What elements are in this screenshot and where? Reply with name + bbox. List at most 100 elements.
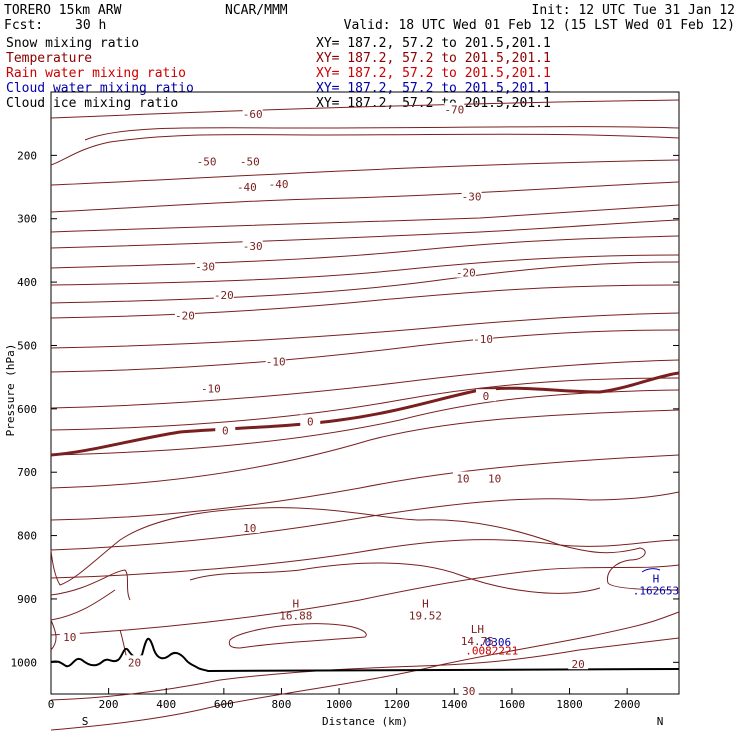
contour-label-bg (300, 414, 321, 427)
x-tick-label: 200 (99, 698, 119, 711)
y-tick-label: 500 (17, 339, 37, 352)
contour-label: 10 (456, 473, 469, 486)
zero-isotherm-line (50, 371, 680, 457)
y-axis-title: Pressure (hPa) (4, 344, 17, 437)
x-tick-label: 800 (272, 698, 292, 711)
y-tick-label: 400 (17, 276, 37, 289)
contour-label: -70 (444, 104, 464, 117)
contour-label: -30 (243, 240, 263, 253)
contour-label-bg (239, 154, 260, 167)
extremum-value: 14.75 (461, 635, 494, 648)
y-tick-label: 800 (17, 530, 37, 543)
extremum-type: LH (471, 623, 484, 636)
contour-label-bg (444, 102, 465, 115)
contour-label: -50 (240, 156, 260, 169)
contour-label-bg (452, 471, 473, 484)
isotherm-lines (50, 99, 680, 731)
y-tick-label: 1000 (11, 656, 38, 669)
x-axis-title: Distance (km) (322, 715, 408, 728)
x-tick-label: 1200 (383, 698, 410, 711)
init-time: Init: 12 UTC Tue 31 Jan 12 (532, 3, 736, 18)
x-tick-label: 1400 (441, 698, 468, 711)
extremum-type: H (293, 598, 300, 611)
contour-label-bg (475, 389, 496, 402)
legend: Snow mixing ratio XY= 187.2, 57.2 to 201.… (6, 36, 551, 111)
extremum-value: 19.52 (409, 610, 442, 623)
contour-label-bg (242, 238, 263, 251)
extremum-value: .162653 (633, 584, 679, 597)
contour-labels: -60 -70 -50 -50 -40 -40 -30 -30 -30 -20 -20 -20 -10 -… (59, 102, 589, 698)
contour-label: -50 (197, 156, 217, 169)
contour-label-bg (265, 354, 286, 367)
fcst-label: Fcst: (4, 18, 43, 33)
contour-label: -20 (214, 289, 234, 302)
contour-label: 10 (243, 522, 256, 535)
contour-label: -20 (456, 267, 476, 280)
extremum-value: .0306 (478, 636, 511, 649)
x-tick-label: 1600 (499, 698, 526, 711)
cloud-water-contour (641, 568, 661, 573)
contour-label: -40 (237, 181, 257, 194)
x-axis-right-end-label: N (657, 715, 664, 728)
legend-xy: XY= 187.2, 57.2 to 201.5,201.1 (316, 51, 551, 66)
axes: 0 200 400 600 800 1000 1200 1400 1600 1800 2000200… (11, 149, 679, 711)
model-title: TORERO 15km ARW (4, 3, 122, 18)
contour-label: 20 (128, 656, 141, 669)
valid-time: Valid: 18 UTC Wed 01 Feb 12 (15 LST Wed … (344, 18, 735, 33)
legend-xy: XY= 187.2, 57.2 to 201.5,201.1 (316, 36, 551, 51)
contour-label-bg (268, 176, 289, 189)
contour-label: -40 (269, 178, 289, 191)
contour-label: -30 (195, 260, 215, 273)
legend-xy: XY= 187.2, 57.2 to 201.5,201.1 (316, 66, 551, 81)
plot-frame (50, 91, 680, 695)
contour-label-bg (213, 287, 234, 300)
y-tick-label: 900 (17, 593, 37, 606)
contour-label: 20 (572, 658, 585, 671)
extremum-value: .0082221 (465, 644, 518, 657)
contour-label: 0 (483, 390, 490, 403)
contour-label: 0 (222, 424, 229, 437)
contour-label: -10 (201, 383, 221, 396)
x-tick-label: 1000 (326, 698, 353, 711)
contour-label-bg (195, 259, 216, 272)
contour-label: -60 (243, 108, 263, 121)
x-tick-label: 2000 (614, 698, 641, 711)
contour-label-bg (174, 308, 195, 321)
contour-label: -10 (266, 355, 286, 368)
contour-label: -30 (462, 191, 482, 204)
contour-label-bg (124, 655, 145, 668)
contour-label: 0 (307, 416, 314, 429)
contour-label-bg (461, 189, 482, 202)
contour-label-bg (200, 381, 221, 394)
legend-xy: XY= 187.2, 57.2 to 201.5,201.1 (316, 81, 551, 96)
contour-label: 10 (488, 473, 501, 486)
extremum-type: H (422, 598, 429, 611)
contour-label-bg (484, 471, 505, 484)
contour-label-bg (473, 332, 494, 345)
contour-label: -10 (473, 333, 493, 346)
contour-label-bg (59, 629, 80, 642)
contour-label-bg (239, 520, 260, 533)
contour-label-bg (236, 180, 257, 193)
center-title: NCAR/MMM (225, 3, 288, 18)
legend-name: Cloud ice mixing ratio (6, 96, 178, 111)
legend-xy: XY= 187.2, 57.2 to 201.5,201.1 (316, 96, 551, 111)
x-tick-label: 400 (156, 698, 176, 711)
contour-label: -20 (175, 310, 195, 323)
x-tick-label: 0 (48, 698, 55, 711)
contour-label-bg (458, 683, 479, 696)
contour-label: 30 (462, 685, 475, 698)
legend-name: Rain water mixing ratio (6, 66, 186, 81)
x-tick-label: 1800 (556, 698, 583, 711)
fcst-value: 30 h (75, 18, 106, 33)
legend-name: Snow mixing ratio (6, 36, 139, 51)
contour-label-bg (215, 423, 236, 436)
legend-name: Temperature (6, 51, 92, 66)
contour-label-bg (568, 657, 589, 670)
y-tick-label: 300 (17, 213, 37, 226)
contour-label: 10 (63, 631, 76, 644)
legend-name: Cloud water mixing ratio (6, 81, 194, 96)
x-tick-label: 600 (214, 698, 234, 711)
contour-label-bg (242, 107, 263, 120)
